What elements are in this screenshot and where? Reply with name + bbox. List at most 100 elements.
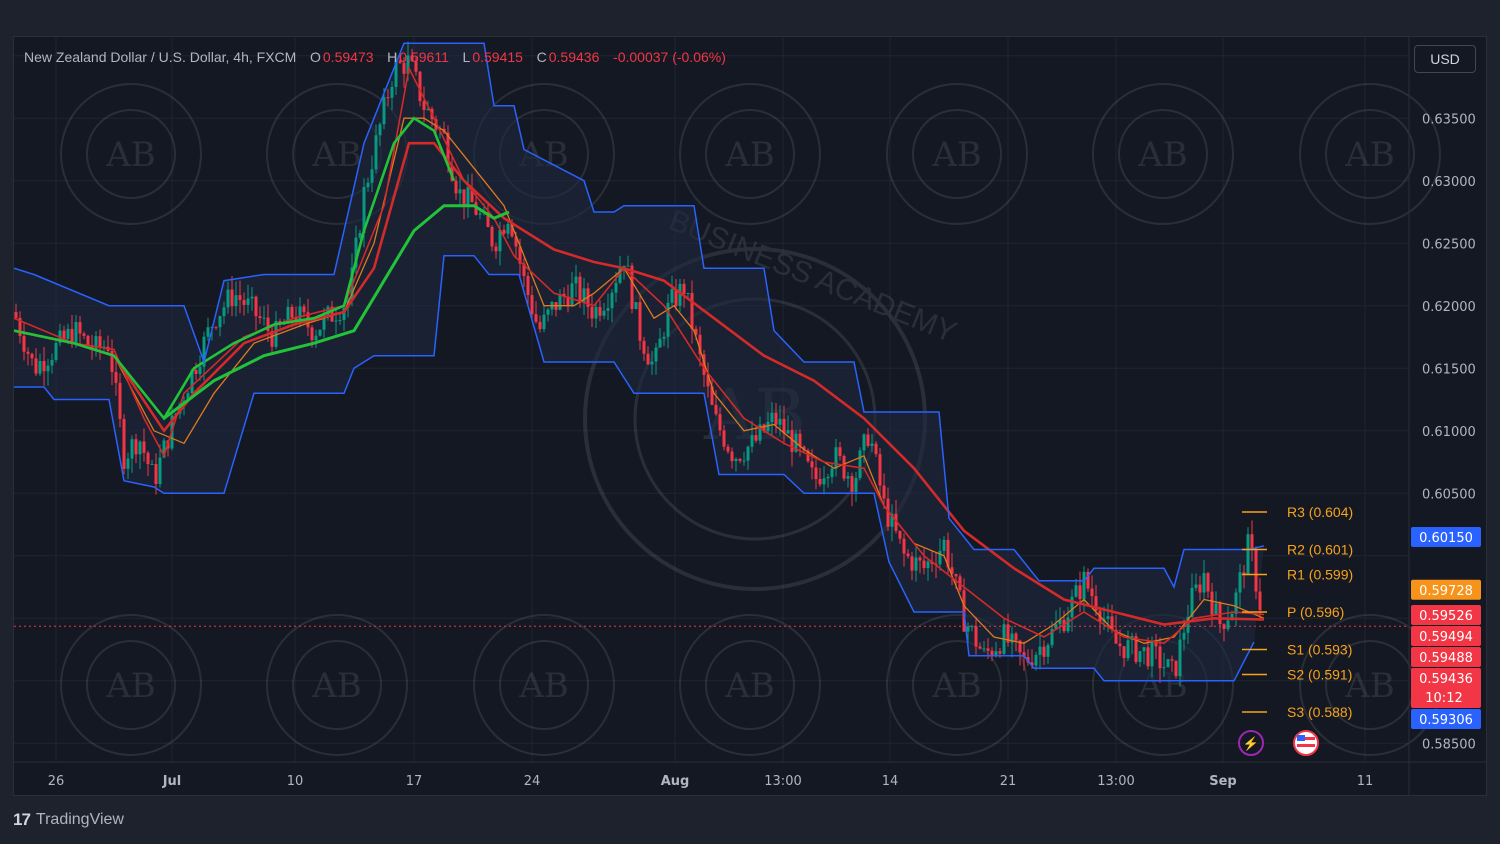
candle-body [1198,584,1202,593]
price-tag: 0.59494 [1411,626,1481,646]
price-chart[interactable]: ABABABABABABABABABABABABABABABBUSINESS A… [14,37,1486,795]
symbol-title[interactable]: New Zealand Dollar / U.S. Dollar, 4h, FX… [24,49,297,65]
x-tick-label: 11 [1357,774,1374,789]
watermark-seal-icon [886,614,1028,756]
candle [1114,614,1118,644]
candle [770,402,774,436]
ma-green-fast-line [14,116,456,421]
candle-body [242,300,246,305]
candle [214,326,218,331]
candle-body [706,374,710,387]
candle-body [1110,616,1114,630]
watermark-seal-icon [1299,83,1441,225]
candle [710,377,714,406]
candle [870,433,874,453]
candle-body [266,317,270,332]
candle-body [594,307,598,319]
watermark-text: AB [724,135,775,175]
candle [854,471,858,502]
chart-frame[interactable]: ABABABABABABABABABABABABABABABBUSINESS A… [13,36,1487,796]
candle-body [922,560,926,569]
watermark-shield-icon [912,109,1002,199]
lightning-event-icon[interactable]: ⚡ [1238,730,1264,756]
candle-body [1150,641,1154,667]
candle-body [902,538,906,554]
candle-body [1062,619,1066,632]
candle [1254,546,1258,600]
candle [894,499,898,534]
candle [318,329,322,337]
candle-body [862,434,866,451]
candle-body [1014,633,1018,641]
candle [290,304,294,328]
y-tick-label: 0.62500 [1422,237,1476,252]
candle [1142,646,1146,665]
candle-body [1018,640,1022,653]
candle-body [1070,596,1074,618]
candle-body [838,447,842,457]
candle-body [574,276,578,284]
candle [786,415,790,434]
candle-body [710,386,714,405]
candle-body [762,424,766,432]
candle-body [326,306,330,315]
us-flag-event-icon[interactable] [1293,730,1319,756]
candle-body [750,435,754,447]
candle-body [1034,654,1038,666]
candle-body [194,369,198,375]
candle-body [874,443,878,455]
candle [534,301,538,324]
candle-body [1166,659,1170,668]
price-tag-value: 0.59488 [1419,651,1473,666]
x-tick-label: 10 [287,774,304,789]
candle-body [978,646,982,649]
candle [1178,628,1182,687]
candle [618,255,622,285]
candle-body [842,456,846,479]
candle [50,353,54,374]
candle [538,315,542,333]
candle [882,473,886,509]
candle [394,52,398,95]
candle-body [126,458,130,469]
candle [982,641,986,653]
candle-body [146,452,150,465]
candle [1134,632,1138,665]
candle [926,558,930,581]
candle [142,428,146,462]
candle-body [1238,572,1242,593]
candle [582,277,586,315]
candle [22,322,26,361]
candle-body [178,403,182,414]
candle [662,331,666,347]
candle-body [858,450,862,479]
candle-body [542,314,546,330]
candle [898,530,902,544]
candle-body [1074,585,1078,597]
price-tag: 0.60150 [1411,527,1481,547]
candle-body [1050,628,1054,646]
price-tag-value: 0.60150 [1419,531,1473,546]
price-tag-bg [1411,605,1481,625]
event-icons: ⚡ [1238,730,1319,756]
candle [230,276,234,317]
candle-body [230,289,234,307]
candle-body [1190,587,1194,617]
candle [78,316,82,345]
y-tick-label: 0.63000 [1422,175,1476,190]
candle [626,255,630,267]
candle [98,329,102,360]
currency-button[interactable]: USD [1414,45,1476,73]
y-tick-label: 0.62000 [1422,300,1476,315]
candle [714,389,718,416]
candle-body [1242,572,1246,575]
candle [1242,564,1246,589]
candle-body [190,369,194,394]
candle-body [490,227,494,247]
candle [1062,610,1066,634]
tradingview-brand[interactable]: 17 TradingView [13,810,124,830]
candle [386,88,390,107]
candle [218,315,222,337]
candle [602,302,606,320]
candle-body [634,302,638,310]
